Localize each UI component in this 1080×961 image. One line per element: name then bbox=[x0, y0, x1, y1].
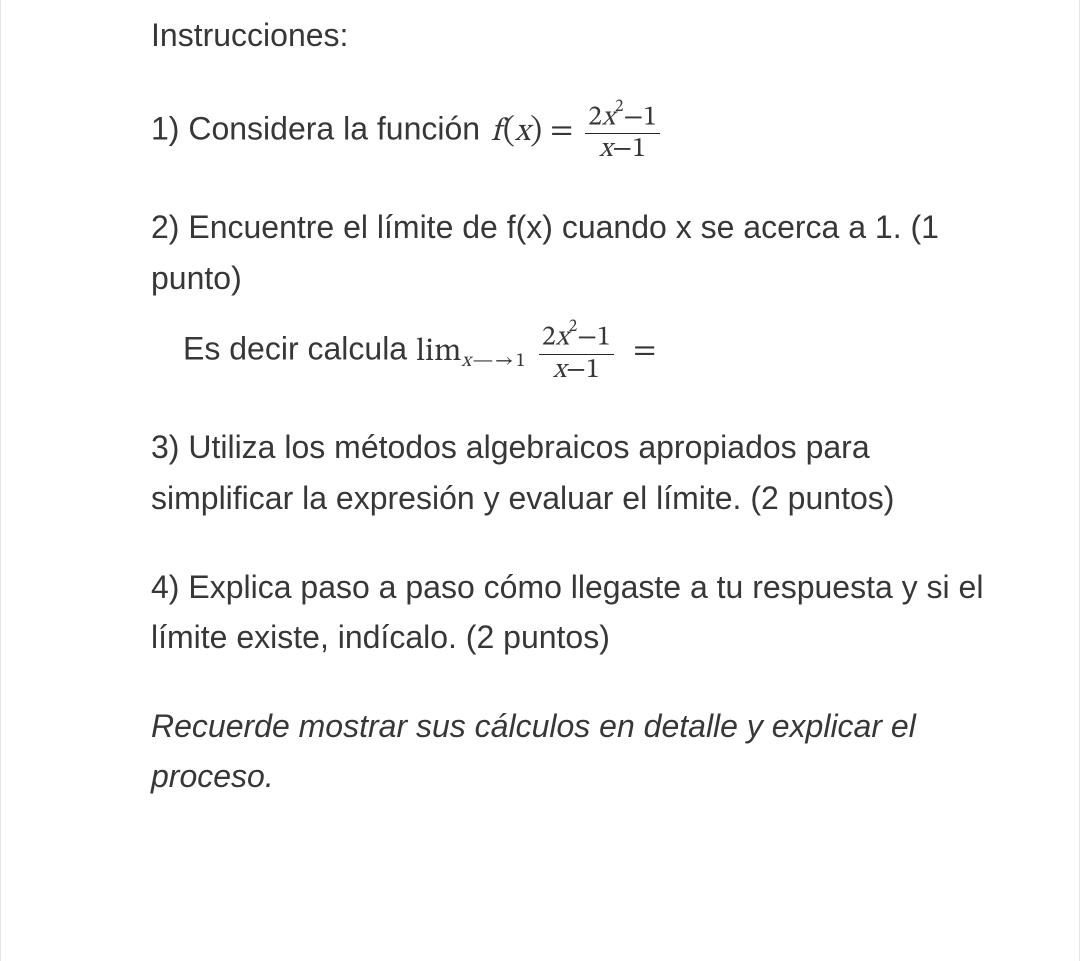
footnote: Recuerde mostrar sus cálculos en detalle… bbox=[151, 701, 999, 802]
num-minus-2: − bbox=[577, 324, 597, 352]
item-2-sub-math: limx—→1 2x2−1x−1 = bbox=[416, 335, 662, 367]
item-2-sub: Es decir calcula limx—→1 2x2−1x−1 = bbox=[151, 319, 999, 384]
num-minus: − bbox=[623, 103, 643, 131]
num-var-2: x bbox=[556, 324, 569, 352]
question-panel: Instrucciones: 1) Considera la función f… bbox=[0, 0, 1080, 961]
den-var-2: x bbox=[553, 356, 566, 384]
item-2: 2) Encuentre el límite de f(x) cuando x … bbox=[151, 202, 999, 303]
num-exp: 2 bbox=[615, 99, 623, 116]
item-4: 4) Explica paso a paso cómo llegaste a t… bbox=[151, 562, 999, 663]
fraction: 2x2−1x−1 bbox=[583, 99, 662, 164]
lim-arrow: → bbox=[493, 351, 516, 371]
limit: lim bbox=[416, 336, 461, 368]
den-minus-2: − bbox=[566, 356, 586, 384]
lim-sub-var: x bbox=[461, 351, 471, 371]
page: Instrucciones: 1) Considera la función f… bbox=[0, 0, 1080, 961]
num-coef-2: 2 bbox=[542, 324, 556, 352]
lim-sub-to: 1 bbox=[516, 351, 526, 371]
item-1-math: f (x)=2x2−1x−1 bbox=[489, 115, 666, 147]
num-exp-2: 2 bbox=[569, 319, 577, 336]
den-minus: − bbox=[612, 135, 632, 163]
den-const-2: 1 bbox=[586, 356, 600, 384]
item-1: 1) Considera la función f (x)=2x2−1x−1 bbox=[151, 99, 999, 164]
equals-sign: = bbox=[544, 115, 579, 147]
num-const-2: 1 bbox=[597, 324, 611, 352]
den-const: 1 bbox=[632, 135, 646, 163]
num-coef: 2 bbox=[588, 103, 602, 131]
num-var: x bbox=[602, 103, 615, 131]
equals-sign-2: = bbox=[627, 335, 662, 367]
item-2-sub-lead: Es decir calcula bbox=[183, 330, 416, 366]
den-var: x bbox=[599, 135, 612, 163]
fn-symbol: f bbox=[491, 116, 501, 148]
fn-arg: x bbox=[515, 116, 530, 148]
item-1-lead: 1) Considera la función bbox=[151, 110, 489, 146]
heading: Instrucciones: bbox=[151, 10, 999, 61]
num-const: 1 bbox=[643, 103, 657, 131]
lim-word: lim bbox=[416, 336, 461, 368]
content-column: Instrucciones: 1) Considera la función f… bbox=[69, 10, 1011, 802]
fraction-2: 2x2−1x−1 bbox=[537, 319, 616, 384]
item-3: 3) Utiliza los métodos algebraicos aprop… bbox=[151, 422, 999, 523]
